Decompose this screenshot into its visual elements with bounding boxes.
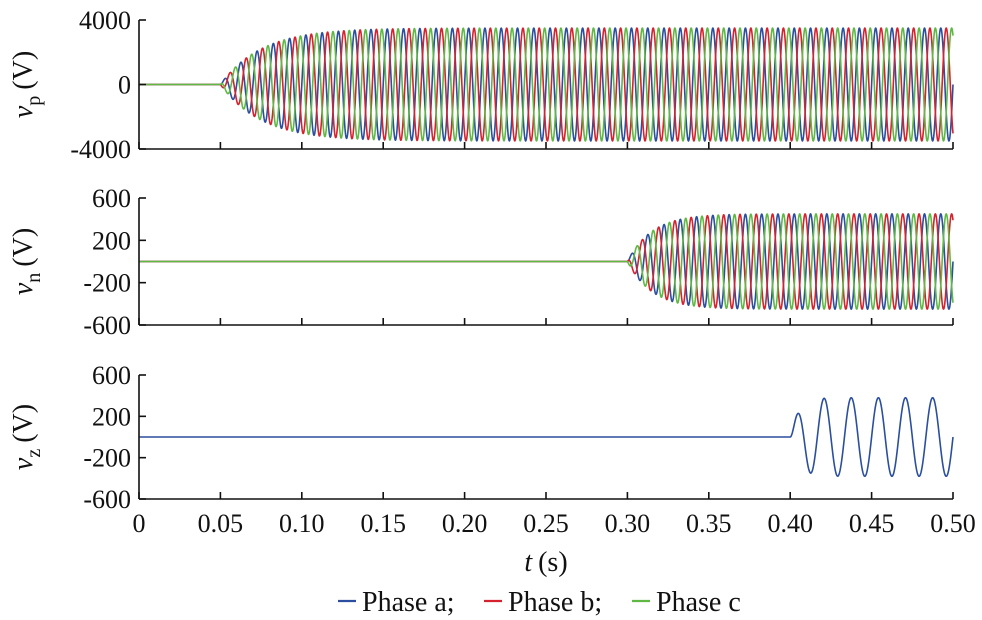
legend-label: Phase c <box>656 587 741 618</box>
y-tick-label-vn: 200 <box>92 226 131 255</box>
y-tick-label-vn: 600 <box>92 184 131 213</box>
x-tick-label: 0.45 <box>849 509 895 538</box>
series-line-vp-phase-b <box>138 27 954 142</box>
y-axis-label-variable: v <box>8 457 39 470</box>
y-axis-label-subscript: p <box>23 96 45 106</box>
x-tick-label: 0.25 <box>523 509 569 538</box>
x-tick-label: 0 <box>133 509 146 538</box>
legend-item-1: Phase a; <box>338 587 455 618</box>
panel-vn: -600 -200 200 600 vn (V) <box>8 184 954 340</box>
x-tick-label: 0.30 <box>605 509 651 538</box>
series-line-vn-phase-c <box>138 213 954 310</box>
panel-vz: -600 -200 200 600 0 0.05 0.10 0.15 0.20 0.25 0.30 0… <box>8 361 976 538</box>
y-axis-label-unit: (V) <box>8 228 39 267</box>
y-tick-label-vz: 600 <box>92 361 131 390</box>
y-axis-label-vz: vz (V) <box>8 404 45 470</box>
x-axis-label-variable: t <box>524 547 533 578</box>
x-tick-label: 0.10 <box>279 509 325 538</box>
legend: Phase a; Phase b; Phase c <box>338 587 741 618</box>
x-axis-label: t (s) <box>524 547 567 578</box>
y-tick-label-vz: 200 <box>92 402 131 431</box>
legend-label: Phase a; <box>362 587 455 618</box>
x-tick-label: 0.50 <box>930 509 976 538</box>
y-axis-label-subscript: z <box>23 449 45 458</box>
legend-label: Phase b; <box>508 587 602 618</box>
y-axis-label-vn: vn (V) <box>8 228 45 295</box>
x-axis-label-unit: (s) <box>538 547 568 578</box>
y-tick-label-vz: -200 <box>83 444 131 473</box>
chart-panels: -400004000vp(V)-600-200200600vn(V)-600-2… <box>8 6 976 538</box>
x-tick-label: 0.05 <box>198 509 244 538</box>
y-tick-label-vp: 4000 <box>79 6 131 35</box>
y-tick-label-vn: -600 <box>83 311 131 340</box>
y-axis-label-vp: vp (V) <box>8 51 45 118</box>
series-line-vp-phase-c <box>138 27 954 142</box>
x-tick-label: 0.40 <box>767 509 813 538</box>
y-axis-label-subscript: n <box>23 273 45 283</box>
y-tick-label-vz: -600 <box>83 485 131 514</box>
panel-vp: -4000 0 4000 vp (V) <box>8 6 954 164</box>
legend-item-2: Phase b; <box>484 587 602 618</box>
y-tick-label-vp: -4000 <box>70 135 131 164</box>
x-tick-label: 0.15 <box>360 509 406 538</box>
x-tick-label: 0.35 <box>686 509 732 538</box>
y-tick-label-vp: 0 <box>118 71 131 100</box>
y-axis-label-unit: (V) <box>8 404 39 443</box>
series-line-vp-phase-a <box>138 27 954 142</box>
y-axis-label-variable: v <box>8 105 39 118</box>
y-axis-label-variable: v <box>8 282 39 295</box>
series-line-vz-phase-a <box>138 396 954 478</box>
legend-item-3: Phase c <box>632 587 741 618</box>
y-axis-label-unit: (V) <box>8 51 39 90</box>
y-tick-label-vn: -200 <box>83 269 131 298</box>
x-tick-label: 0.20 <box>442 509 488 538</box>
